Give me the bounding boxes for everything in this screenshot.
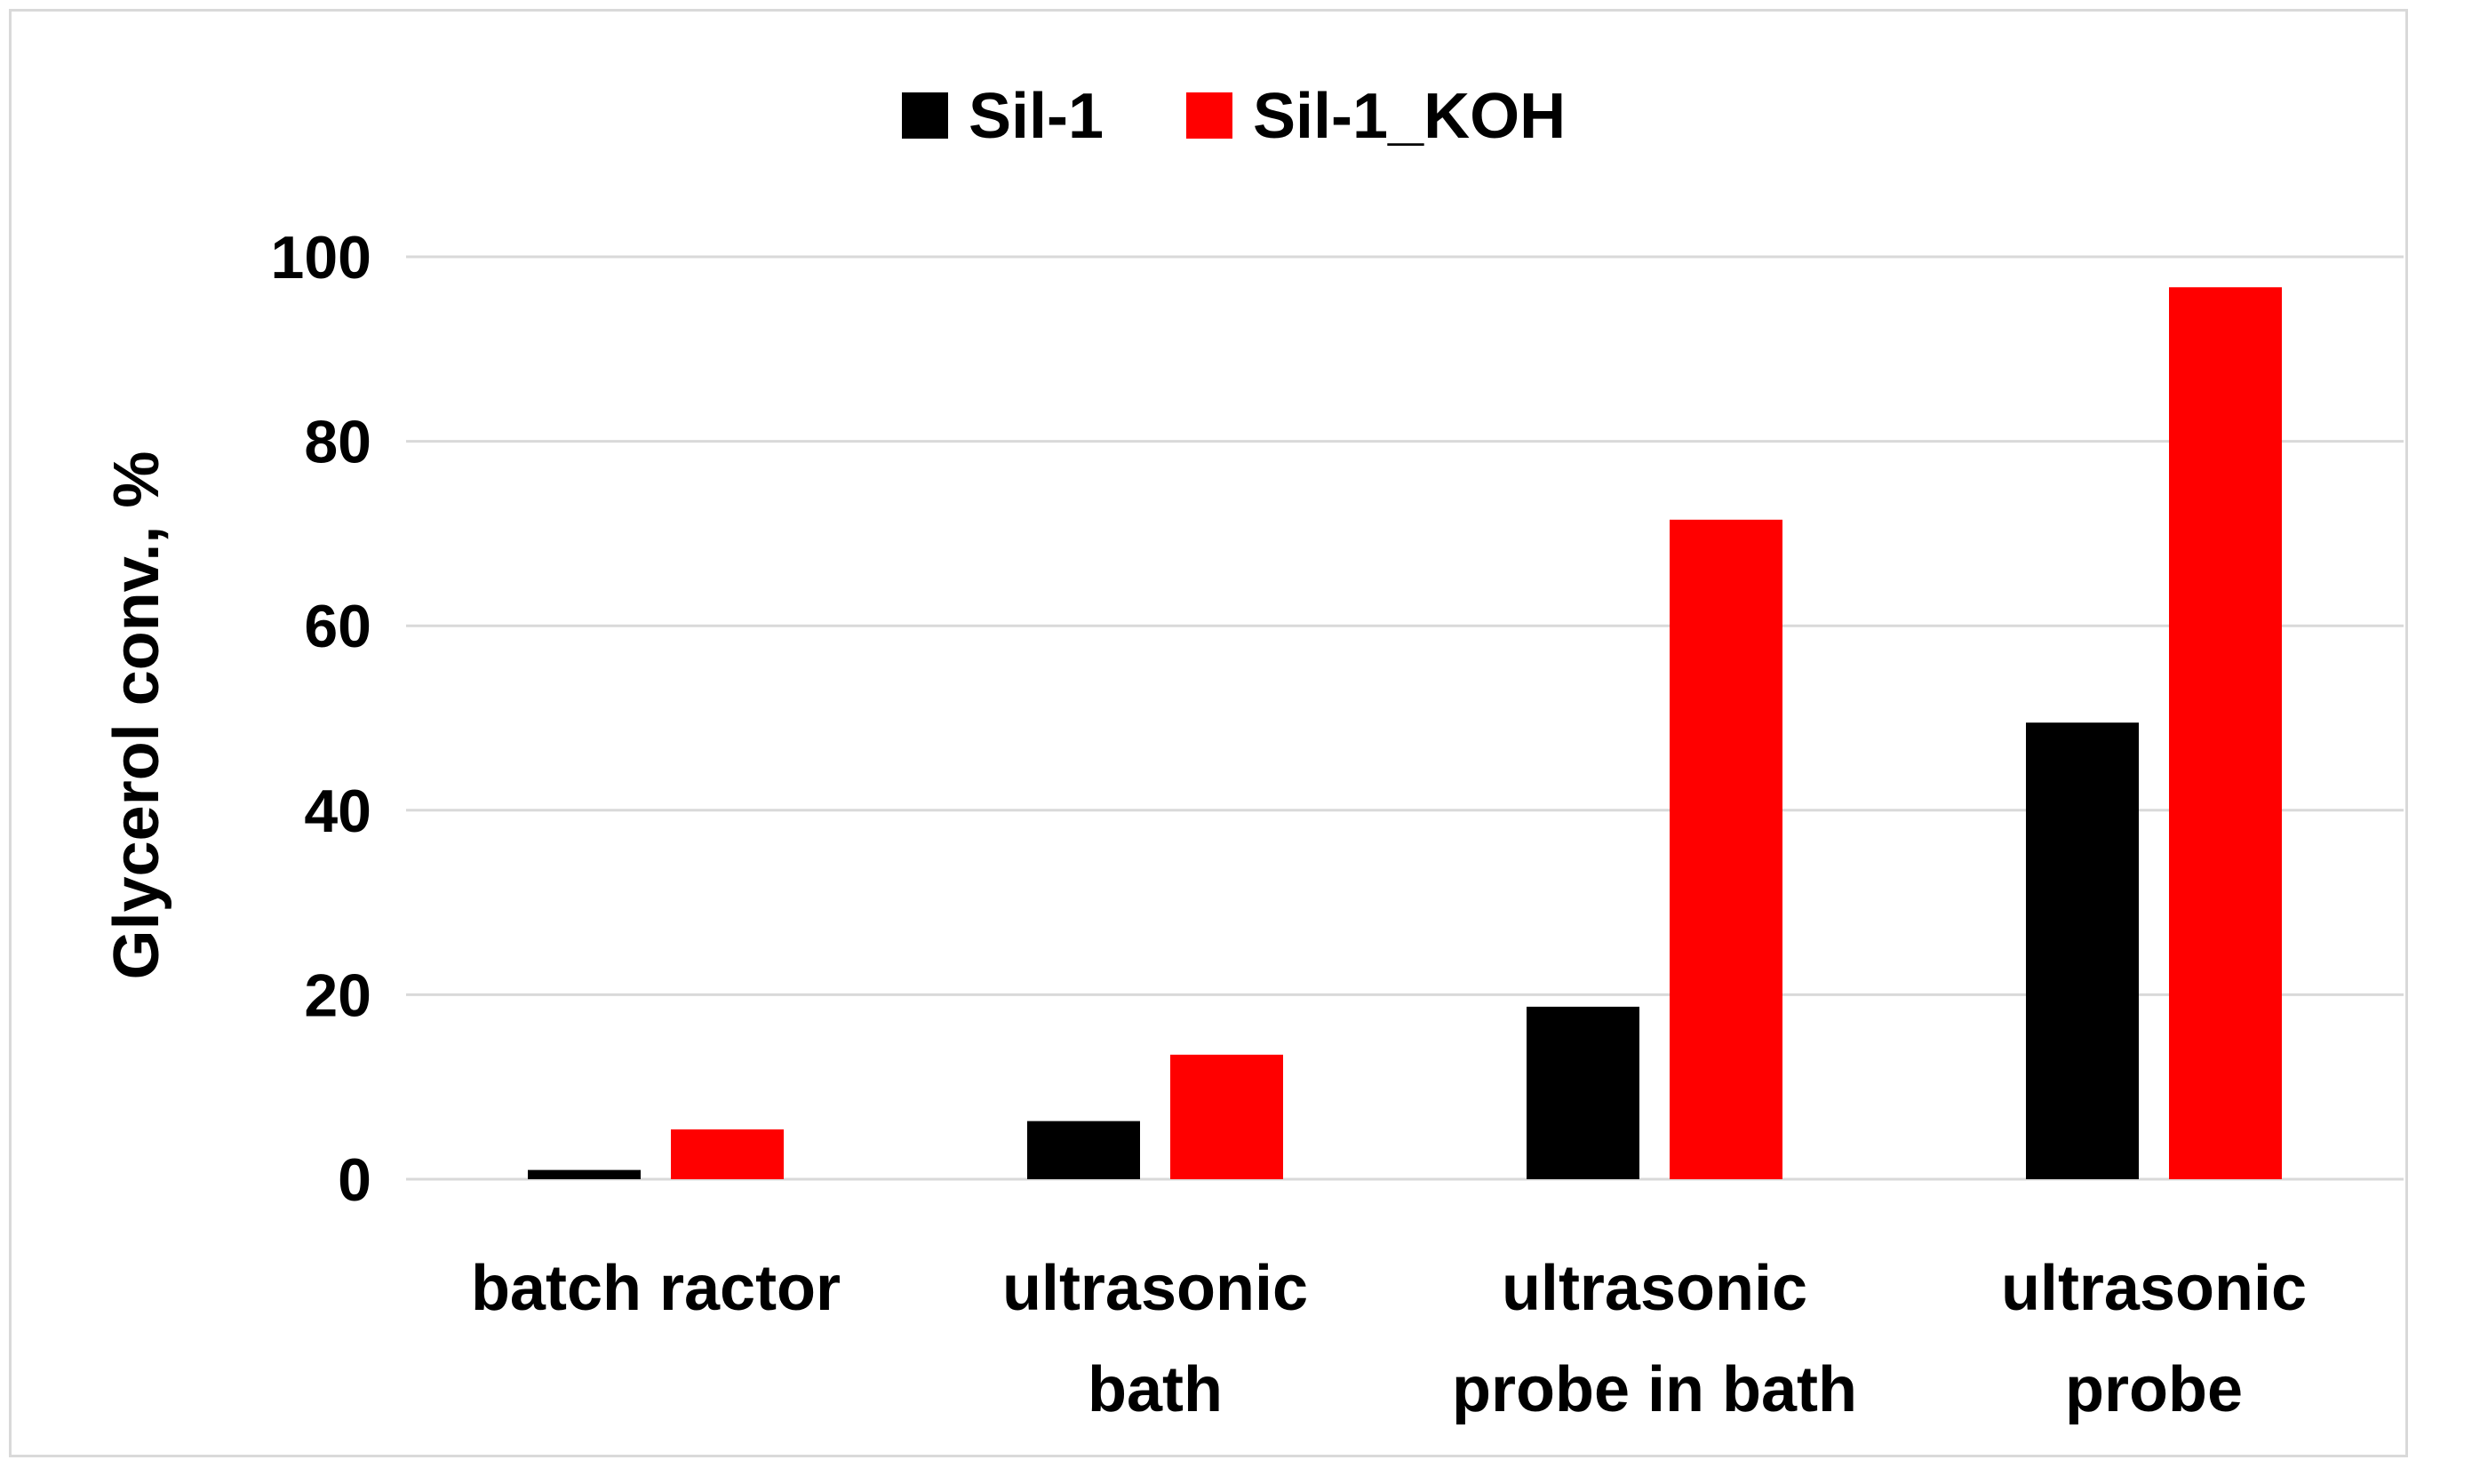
y-tick-label: 40	[304, 778, 371, 845]
y-axis-title: Glycerol conv., %	[101, 451, 172, 980]
legend-label: Sil-1	[969, 81, 1104, 152]
x-category-label: ultrasonic	[1002, 1253, 1308, 1324]
y-tick-labels: 0 20 40 60 80 100	[271, 224, 371, 1214]
y-tick-label: 0	[338, 1146, 371, 1214]
bar-sil-1-0	[528, 1169, 641, 1179]
legend-swatch-0	[902, 92, 948, 139]
x-category-label: probe in bath	[1452, 1354, 1857, 1425]
x-category-label: bath	[1088, 1354, 1223, 1425]
legend-swatch-1	[1186, 92, 1232, 139]
x-category-label: probe	[2065, 1354, 2243, 1425]
x-category-label: ultrasonic	[1502, 1253, 1807, 1324]
legend-label: Sil-1_KOH	[1253, 81, 1566, 152]
x-category-labels: batch ractor ultrasonic bath ultrasonic prob…	[471, 1253, 2307, 1425]
bar-sil-1-koh-3	[2169, 287, 2282, 1179]
y-tick-label: 100	[271, 224, 371, 291]
y-tick-label: 20	[304, 961, 371, 1029]
legend: Sil-1 Sil-1_KOH	[902, 81, 1566, 152]
bar-sil-1-2	[1527, 1006, 1639, 1179]
bar-sil-1-koh-1	[1170, 1054, 1283, 1179]
bar-sil-1-koh-0	[671, 1129, 784, 1179]
bar-sil-1-1	[1027, 1121, 1140, 1179]
x-category-label: ultrasonic	[2001, 1253, 2307, 1324]
x-category-label: batch ractor	[471, 1253, 841, 1324]
bars	[528, 287, 2282, 1179]
bar-sil-1-koh-2	[1670, 519, 1782, 1179]
y-tick-label: 80	[304, 409, 371, 476]
chart-frame	[9, 9, 2408, 1457]
bar-sil-1-3	[2026, 722, 2139, 1179]
y-tick-label: 60	[304, 593, 371, 660]
